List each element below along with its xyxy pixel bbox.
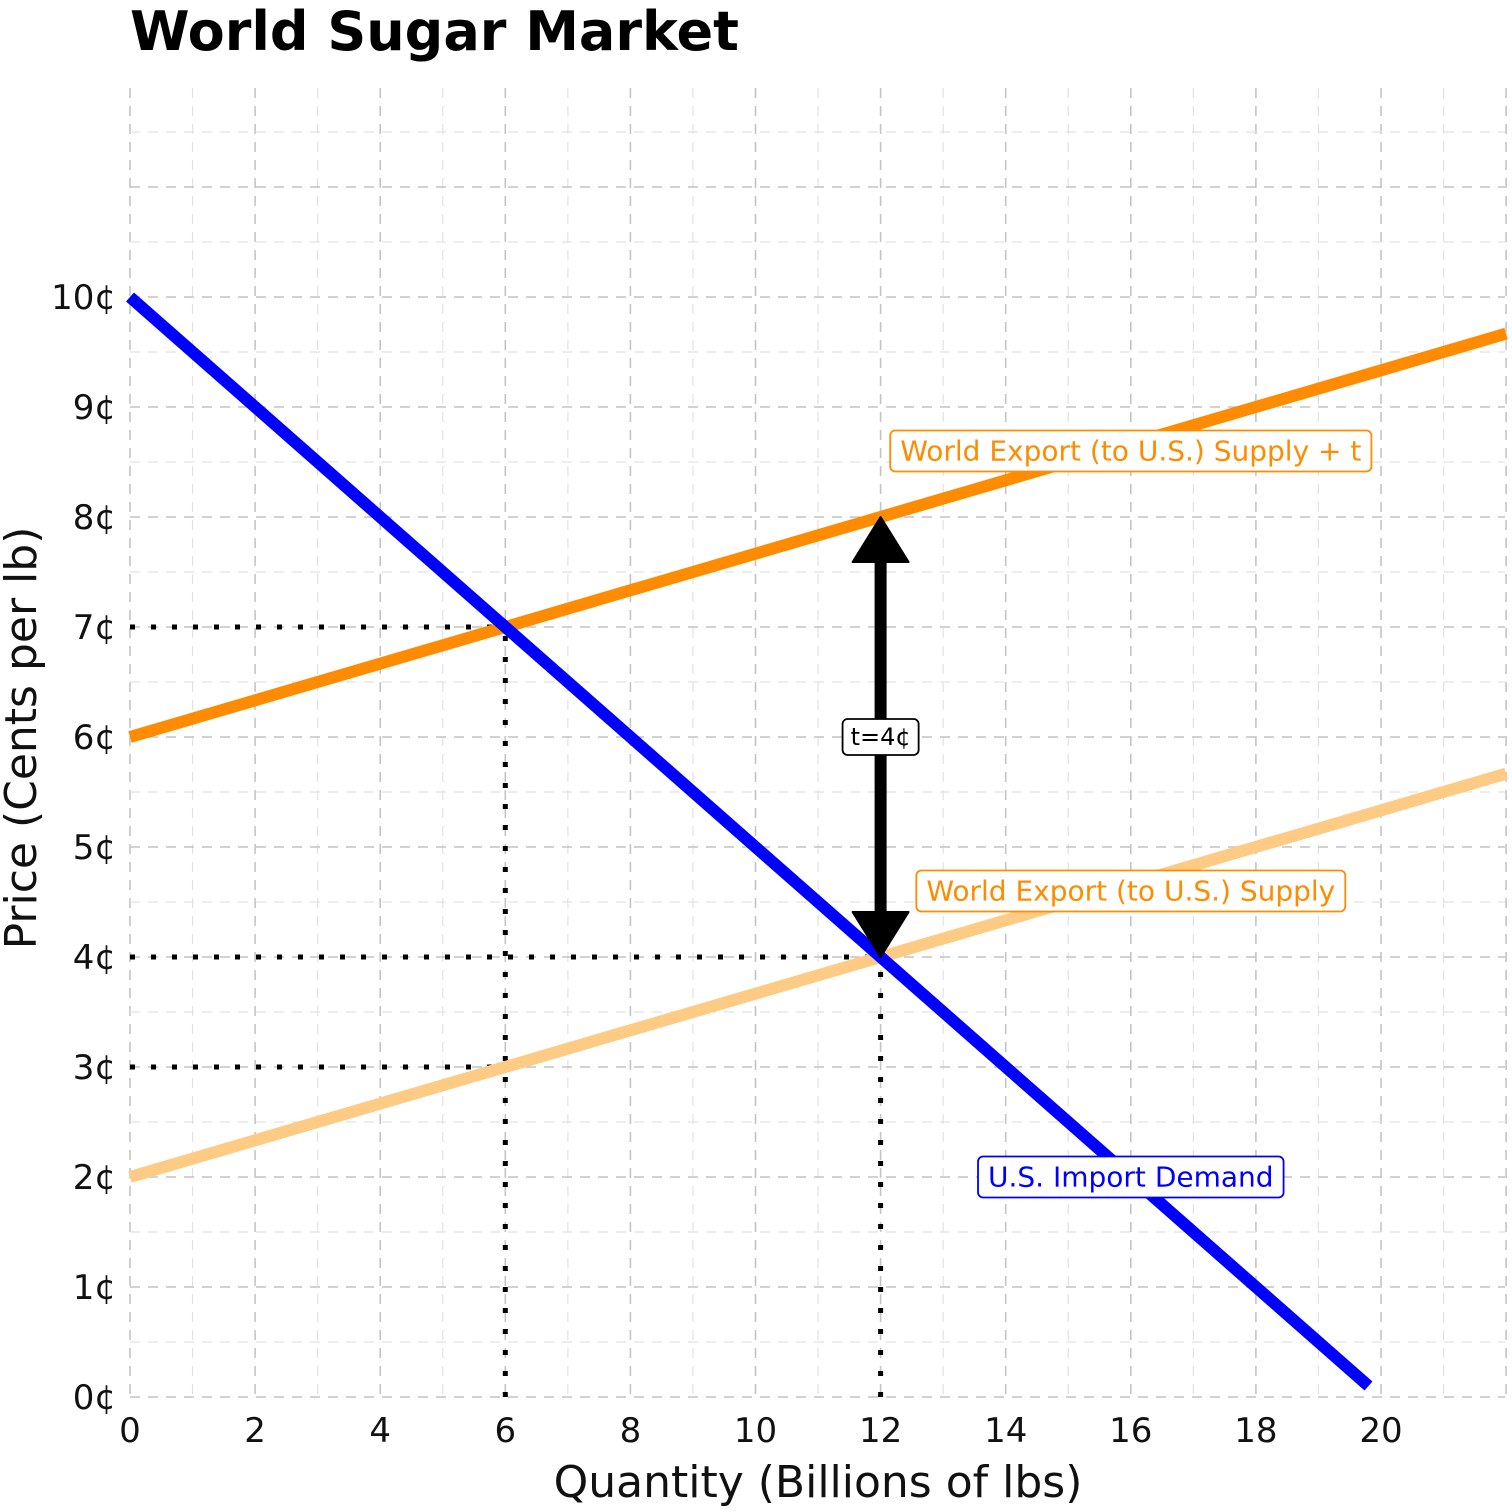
chart-title: World Sugar Market bbox=[130, 0, 739, 63]
x-axis-title: Quantity (Billions of lbs) bbox=[554, 1457, 1083, 1508]
annotation-box bbox=[977, 1155, 1285, 1199]
x-tick-label: 12 bbox=[859, 1411, 902, 1451]
x-tick-label: 0 bbox=[119, 1411, 141, 1451]
x-tick-label: 2 bbox=[244, 1411, 266, 1451]
annotation-label: World Export (to U.S.) Supply bbox=[926, 875, 1335, 908]
y-axis-title: Price (Cents per lb) bbox=[0, 527, 47, 950]
y-tick-label: 3¢ bbox=[73, 1048, 116, 1088]
x-tick-label: 6 bbox=[494, 1411, 516, 1451]
annotation-box bbox=[915, 869, 1347, 913]
annotation-box bbox=[889, 429, 1373, 473]
y-tick-label: 4¢ bbox=[73, 938, 116, 978]
tick-labels: 0 2 4 6 8 10 12 14 16 18 20 0¢ 1¢ 2¢ 3¢ 4¢ 5¢ 6¢ 7¢ 8¢ 9¢ 10¢ bbox=[51, 278, 1403, 1451]
annotations: World Export (to U.S.) Supply + t World E… bbox=[841, 429, 1373, 1199]
arrow-head-down bbox=[851, 911, 910, 958]
x-tick-label: 16 bbox=[1109, 1411, 1152, 1451]
annotation-label: World Export (to U.S.) Supply + t bbox=[900, 435, 1361, 468]
series-line bbox=[128, 767, 1508, 1183]
x-tick-label: 8 bbox=[620, 1411, 642, 1451]
x-tick-label: 18 bbox=[1234, 1411, 1277, 1451]
y-tick-label: 8¢ bbox=[73, 498, 116, 538]
y-tick-label: 10¢ bbox=[51, 278, 116, 318]
arrow-head-up bbox=[851, 516, 910, 563]
y-tick-label: 7¢ bbox=[73, 608, 116, 648]
reference-lines bbox=[130, 624, 884, 1397]
y-tick-label: 1¢ bbox=[73, 1268, 116, 1308]
grid bbox=[129, 88, 1507, 1398]
series-lines bbox=[126, 292, 1508, 1391]
y-tick-label: 5¢ bbox=[73, 828, 116, 868]
x-tick-label: 20 bbox=[1359, 1411, 1402, 1451]
y-tick-label: 9¢ bbox=[73, 388, 116, 428]
annotation-label: t=4¢ bbox=[851, 723, 911, 751]
x-tick-label: 4 bbox=[369, 1411, 391, 1451]
series-line bbox=[126, 292, 1373, 1391]
y-tick-label: 2¢ bbox=[73, 1158, 116, 1198]
y-tick-label: 0¢ bbox=[73, 1378, 116, 1418]
series-line bbox=[128, 327, 1508, 743]
x-tick-label: 14 bbox=[984, 1411, 1027, 1451]
y-tick-label: 6¢ bbox=[73, 718, 116, 758]
annotation-box bbox=[841, 718, 920, 756]
x-tick-label: 10 bbox=[734, 1411, 777, 1451]
annotation-label: U.S. Import Demand bbox=[988, 1161, 1274, 1194]
